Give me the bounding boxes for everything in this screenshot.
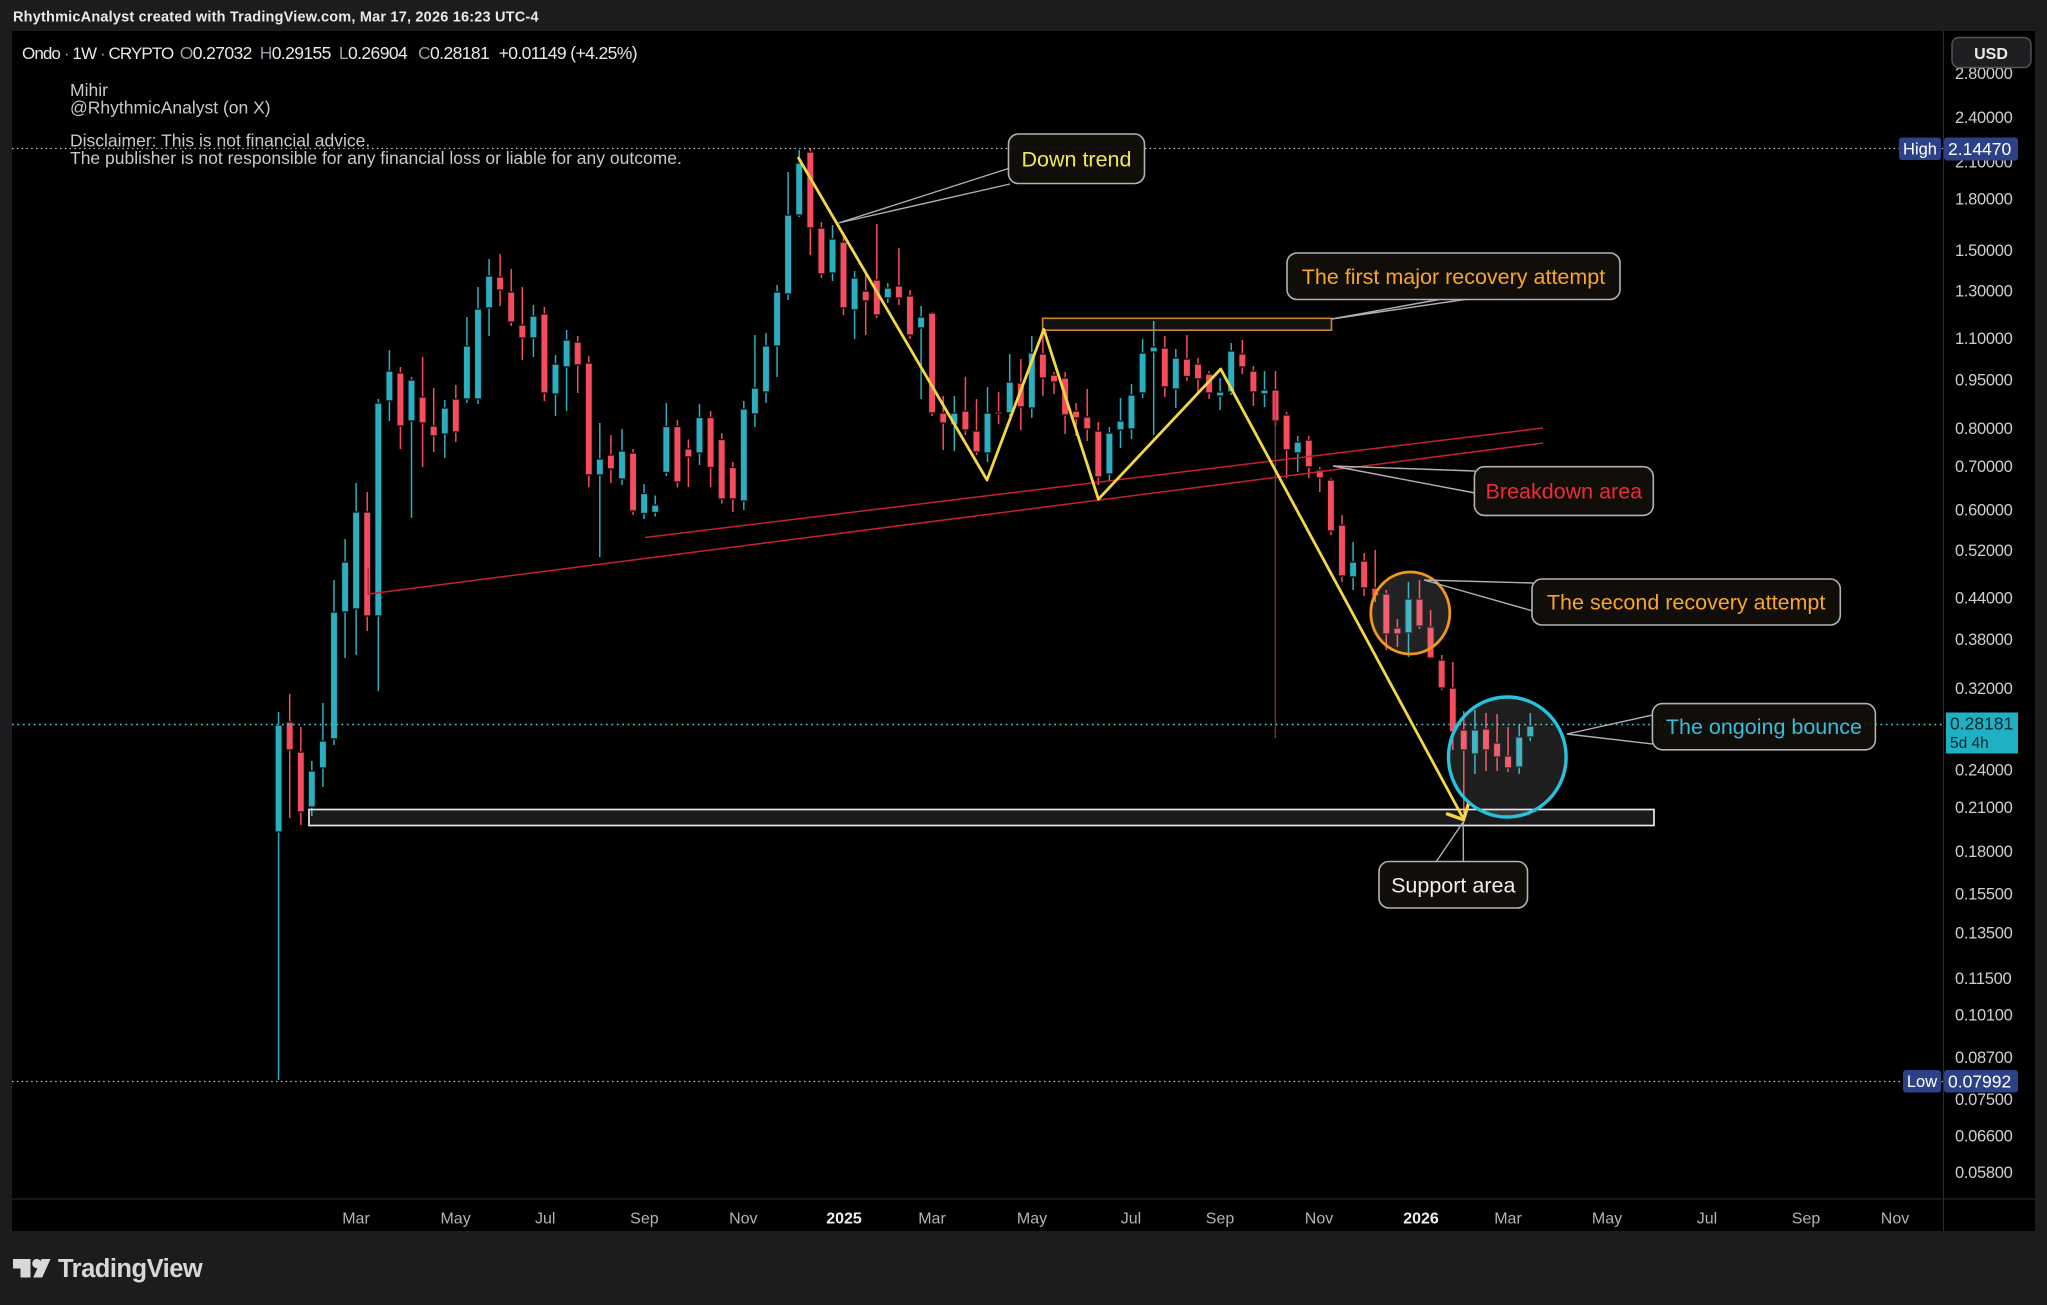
svg-text:5d 4h: 5d 4h xyxy=(1950,735,1989,752)
svg-text:1.50000: 1.50000 xyxy=(1955,242,2013,260)
svg-text:RhythmicAnalyst created with T: RhythmicAnalyst created with TradingView… xyxy=(13,10,539,26)
svg-text:0.32000: 0.32000 xyxy=(1955,680,2013,698)
svg-text:0.80000: 0.80000 xyxy=(1955,420,2013,438)
svg-text:May: May xyxy=(1592,1211,1622,1228)
svg-text:H0.29155: H0.29155 xyxy=(260,43,331,63)
svg-text:The ongoing bounce: The ongoing bounce xyxy=(1666,715,1862,739)
svg-text:Support area: Support area xyxy=(1391,873,1515,897)
svg-text:Ondo · 1W · CRYPTO: Ondo · 1W · CRYPTO xyxy=(22,44,174,63)
svg-text:Nov: Nov xyxy=(1305,1211,1333,1228)
svg-text:0.60000: 0.60000 xyxy=(1955,502,2013,520)
svg-text:+0.01149 (+4.25%): +0.01149 (+4.25%) xyxy=(499,43,637,63)
svg-text:May: May xyxy=(440,1211,470,1228)
svg-text:Mar: Mar xyxy=(918,1211,946,1228)
svg-text:2.80000: 2.80000 xyxy=(1955,65,2013,83)
svg-text:0.07500: 0.07500 xyxy=(1955,1091,2013,1109)
svg-text:May: May xyxy=(1017,1211,1047,1228)
svg-text:1.30000: 1.30000 xyxy=(1955,283,2013,301)
svg-text:Low: Low xyxy=(1907,1073,1937,1091)
svg-text:The second recovery attempt: The second recovery attempt xyxy=(1547,591,1825,615)
svg-text:0.06600: 0.06600 xyxy=(1955,1127,2013,1145)
svg-text:Breakdown area: Breakdown area xyxy=(1486,480,1643,504)
svg-text:Nov: Nov xyxy=(729,1211,757,1228)
svg-text:0.13500: 0.13500 xyxy=(1955,924,2013,942)
svg-text:Nov: Nov xyxy=(1881,1211,1909,1228)
svg-text:2026: 2026 xyxy=(1403,1211,1439,1228)
svg-text:0.10100: 0.10100 xyxy=(1955,1007,2013,1025)
svg-text:High: High xyxy=(1903,141,1937,159)
svg-text:0.44000: 0.44000 xyxy=(1955,590,2013,608)
svg-text:Jul: Jul xyxy=(1697,1211,1717,1228)
svg-text:Down trend: Down trend xyxy=(1022,147,1132,171)
svg-text:0.05800: 0.05800 xyxy=(1955,1164,2013,1182)
svg-text:0.52000: 0.52000 xyxy=(1955,542,2013,560)
svg-text:Jul: Jul xyxy=(535,1211,555,1228)
svg-text:1.10000: 1.10000 xyxy=(1955,330,2013,348)
svg-text:0.11500: 0.11500 xyxy=(1955,970,2011,988)
svg-text:O0.27032: O0.27032 xyxy=(180,43,252,63)
svg-text:0.15500: 0.15500 xyxy=(1955,885,2013,903)
svg-text:2025: 2025 xyxy=(826,1211,862,1228)
svg-text:2.40000: 2.40000 xyxy=(1955,109,2013,127)
svg-text:0.08700: 0.08700 xyxy=(1955,1049,2013,1067)
svg-text:C0.28181: C0.28181 xyxy=(418,43,489,63)
svg-text:Sep: Sep xyxy=(1792,1211,1821,1228)
svg-text:Sep: Sep xyxy=(630,1211,659,1228)
svg-text:0.38000: 0.38000 xyxy=(1955,631,2013,649)
svg-text:The publisher is not responsib: The publisher is not responsible for any… xyxy=(70,148,682,168)
svg-text:@RhythmicAnalyst (on X): @RhythmicAnalyst (on X) xyxy=(70,98,271,118)
svg-text:Mihir: Mihir xyxy=(70,80,108,100)
svg-text:Disclaimer: This is not financ: Disclaimer: This is not financial advice… xyxy=(70,131,370,151)
svg-text:0.21000: 0.21000 xyxy=(1955,799,2013,817)
svg-text:0.07992: 0.07992 xyxy=(1948,1072,2011,1092)
svg-text:Mar: Mar xyxy=(1494,1211,1522,1228)
svg-text:Jul: Jul xyxy=(1121,1211,1141,1228)
svg-text:0.70000: 0.70000 xyxy=(1955,458,2013,476)
svg-text:2.14470: 2.14470 xyxy=(1948,139,2012,159)
svg-text:1.80000: 1.80000 xyxy=(1955,190,2013,208)
svg-text:USD: USD xyxy=(1974,46,2008,63)
svg-text:0.28181: 0.28181 xyxy=(1950,714,2013,734)
svg-text:0.18000: 0.18000 xyxy=(1955,843,2013,861)
svg-text:Sep: Sep xyxy=(1206,1211,1235,1228)
svg-text:0.95000: 0.95000 xyxy=(1955,371,2013,389)
svg-text:The first major recovery attem: The first major recovery attempt xyxy=(1302,265,1606,289)
svg-text:Mar: Mar xyxy=(342,1211,370,1228)
svg-text:TradingView: TradingView xyxy=(58,1255,203,1283)
svg-text:0.24000: 0.24000 xyxy=(1955,761,2013,779)
svg-text:L0.26904: L0.26904 xyxy=(339,43,408,63)
